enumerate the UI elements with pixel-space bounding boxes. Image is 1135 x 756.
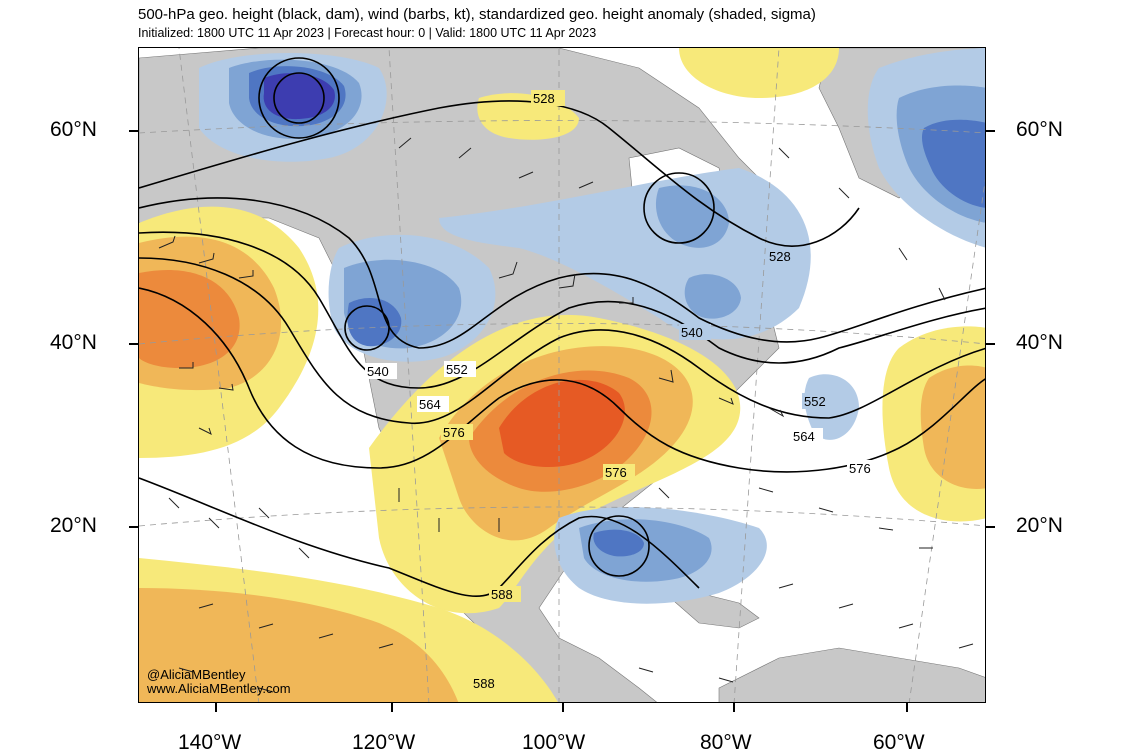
lon-tick [733, 703, 735, 712]
contour-label: 564 [793, 429, 815, 444]
contour-labels: 528 528 540 540 552 552 564 564 576 576 … [365, 90, 879, 691]
contour-552 [139, 231, 985, 389]
lat-label-40n-right: 40°N [1016, 331, 1063, 354]
lon-label-100w: 100°W [522, 731, 586, 754]
credit-handle: @AliciaMBentley [147, 667, 246, 682]
lon-label-60w: 60°W [873, 731, 925, 754]
contour-label: 528 [533, 91, 555, 106]
lat-tick [129, 526, 138, 528]
credit-website: www.AliciaMBentley.com [147, 681, 291, 696]
south-america-land [718, 647, 985, 702]
contour-label: 552 [446, 362, 468, 377]
lon-label-140w: 140°W [178, 731, 242, 754]
contour-label: 576 [443, 425, 465, 440]
contour-label: 576 [605, 465, 627, 480]
contour-label: 588 [473, 676, 495, 691]
anomaly-pos-northeast [679, 48, 839, 98]
contour-label: 552 [804, 394, 826, 409]
map-canvas: 528 528 540 540 552 552 564 564 576 576 … [139, 48, 985, 702]
contour-low-alaska-inner [273, 72, 325, 124]
meridian-60w [908, 178, 985, 702]
contour-label: 540 [367, 364, 389, 379]
contour-528 [139, 100, 860, 247]
lon-label-80w: 80°W [700, 731, 752, 754]
contour-low-pnw [344, 305, 390, 351]
anomaly-neg-greenland-strong [922, 119, 985, 208]
anomaly-pos-east-mod [920, 365, 985, 489]
lat-label-20n-right: 20°N [1016, 514, 1063, 537]
anomaly-neg-alaska-extreme [263, 73, 335, 120]
lon-label-120w: 120°W [352, 731, 416, 754]
contour-label: 528 [769, 249, 791, 264]
contour-540 [139, 197, 985, 349]
contour-label: 588 [491, 587, 513, 602]
contour-low-hudson [643, 172, 715, 244]
parallel-20n [139, 506, 985, 527]
graticule [139, 48, 985, 702]
anomaly-pos-southwest-mod [139, 588, 459, 702]
anomaly-neg-gulf-strong [593, 529, 644, 557]
contour-label: 576 [849, 461, 871, 476]
lon-tick [215, 703, 217, 712]
map-subtitle: Initialized: 1800 UTC 11 Apr 2023 | Fore… [138, 26, 597, 40]
anomaly-neg-greatlakes [684, 274, 741, 319]
lat-tick [129, 130, 138, 132]
lat-label-40n-left: 40°N [50, 331, 97, 354]
lat-tick [129, 343, 138, 345]
lat-label-60n-left: 60°N [50, 118, 97, 141]
meridian-140w [178, 48, 260, 702]
contour-564 [139, 257, 985, 424]
map-title: 500-hPa geo. height (black, dam), wind (… [138, 6, 816, 23]
lon-tick [562, 703, 564, 712]
positive-anomaly-layer [139, 48, 985, 702]
lat-label-20n-left: 20°N [50, 514, 97, 537]
anomaly-neg-canada-mod [655, 185, 729, 248]
credit-block: @AliciaMBentley www.AliciaMBentley.com [147, 668, 291, 696]
contour-label: 564 [419, 397, 441, 412]
anomaly-pos-central-extreme [499, 379, 625, 468]
parallel-60n [139, 120, 985, 134]
weather-map: 528 528 540 540 552 552 564 564 576 576 … [138, 47, 986, 703]
anomaly-pos-west-strong [139, 270, 240, 368]
lat-tick [986, 526, 995, 528]
parallel-40n [139, 323, 985, 345]
lon-tick [391, 703, 393, 712]
contour-low-alaska [258, 57, 340, 139]
wind-barbs [158, 137, 974, 693]
lat-tick [986, 130, 995, 132]
lon-tick [906, 703, 908, 712]
negative-anomaly-layer [199, 48, 985, 604]
contour-label: 540 [681, 325, 703, 340]
lat-tick [986, 343, 995, 345]
contour-low-gulf [588, 515, 650, 577]
lat-label-60n-right: 60°N [1016, 118, 1063, 141]
